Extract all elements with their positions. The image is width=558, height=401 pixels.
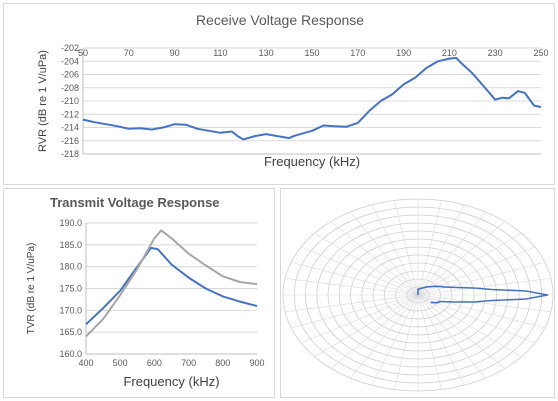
polar-spoke bbox=[285, 278, 419, 296]
polar-spoke bbox=[300, 246, 419, 296]
polar-spoke bbox=[417, 294, 465, 386]
x-axis-label: Frequency (kHz) bbox=[264, 154, 360, 169]
y-tick-label: 190.0 bbox=[59, 218, 82, 228]
y-tick-label: -204 bbox=[61, 56, 79, 66]
y-tick-label: -216 bbox=[61, 136, 79, 146]
x-tick-label: 90 bbox=[170, 48, 180, 58]
polar-spoke bbox=[331, 294, 419, 369]
y-tick-label: 165.0 bbox=[59, 327, 82, 337]
x-tick-label: 130 bbox=[259, 48, 274, 58]
x-tick-label: 170 bbox=[350, 48, 365, 58]
polar-spoke bbox=[314, 233, 419, 296]
series-line-2 bbox=[85, 229, 258, 338]
y-tick-label: 180.0 bbox=[59, 262, 82, 272]
polar-spoke bbox=[394, 294, 419, 390]
polar-spoke bbox=[371, 294, 419, 386]
y-tick-label: 170.0 bbox=[59, 305, 82, 315]
x-tick-label: 70 bbox=[124, 48, 134, 58]
polar-spoke bbox=[350, 211, 419, 296]
polar-spoke bbox=[417, 200, 442, 296]
tvr-chart: Transmit Voltage Response 190.0 185.0 180.0… bbox=[26, 195, 265, 389]
x-tick-label: 210 bbox=[442, 48, 457, 58]
x-tick-label: 700 bbox=[181, 358, 196, 368]
y-axis-label: TVR (dB re 1 V/uPa) bbox=[26, 243, 37, 335]
x-tick-label: 900 bbox=[249, 358, 264, 368]
polar-spoke bbox=[417, 204, 465, 296]
beam-pattern-polar-chart bbox=[282, 198, 554, 392]
y-axis-label: RVR (dB re 1 V/uPa) bbox=[37, 50, 49, 152]
x-tick-label: 250 bbox=[533, 48, 548, 58]
y-tick-label: 160.0 bbox=[59, 349, 82, 359]
polar-spoke bbox=[417, 294, 522, 357]
polar-spoke bbox=[291, 261, 419, 296]
rvr-chart-panel: Receive Voltage Response -202 -204 -206 -208… bbox=[3, 3, 555, 185]
y-tick-label: -210 bbox=[61, 96, 79, 106]
polar-spoke bbox=[417, 294, 505, 369]
polar-spoke bbox=[331, 221, 419, 296]
y-tick-label: -202 bbox=[61, 43, 79, 53]
x-tick-label: 110 bbox=[213, 48, 227, 58]
x-tick-label: 190 bbox=[396, 48, 411, 58]
series-line-1 bbox=[82, 56, 542, 141]
y-tick-label: -218 bbox=[61, 149, 79, 159]
polar-spoke bbox=[417, 294, 551, 312]
x-tick-label: 500 bbox=[113, 358, 128, 368]
y-tick-label: -206 bbox=[61, 70, 79, 80]
polar-spoke bbox=[417, 233, 522, 296]
x-tick-label: 230 bbox=[488, 48, 503, 58]
polar-spoke bbox=[285, 294, 419, 312]
polar-spoke bbox=[371, 204, 419, 296]
rvr-chart: Receive Voltage Response -202 -204 -206 -208… bbox=[37, 12, 549, 169]
y-tick-label: 175.0 bbox=[59, 284, 82, 294]
polar-spoke bbox=[350, 294, 419, 379]
x-axis-label: Frequency (kHz) bbox=[123, 374, 219, 389]
polar-spoke bbox=[417, 278, 551, 296]
chart-title: Receive Voltage Response bbox=[196, 12, 364, 28]
x-tick-label: 600 bbox=[147, 358, 162, 368]
polar-spoke bbox=[291, 294, 419, 329]
polar-chart-panel bbox=[280, 188, 555, 398]
polar-spoke bbox=[417, 221, 505, 296]
polar-spoke bbox=[417, 294, 545, 329]
polar-spoke bbox=[300, 294, 419, 344]
polar-spoke bbox=[417, 211, 486, 296]
y-tick-label: 185.0 bbox=[59, 240, 82, 250]
tvr-chart-panel: Transmit Voltage Response 190.0 185.0 180.0… bbox=[3, 188, 275, 398]
polar-spoke bbox=[417, 261, 545, 296]
polar-series-1 bbox=[417, 285, 549, 304]
chart-title: Transmit Voltage Response bbox=[50, 195, 220, 210]
x-tick-label: 400 bbox=[78, 358, 93, 368]
polar-spoke bbox=[314, 294, 419, 357]
y-tick-label: -212 bbox=[61, 109, 79, 119]
x-tick-label: 800 bbox=[215, 358, 230, 368]
polar-spoke bbox=[417, 294, 486, 379]
polar-spoke bbox=[417, 294, 442, 390]
y-tick-label: -208 bbox=[61, 83, 79, 93]
polar-spoke bbox=[394, 200, 419, 296]
y-tick-label: -214 bbox=[61, 123, 79, 133]
series-line-1 bbox=[85, 246, 258, 326]
x-tick-label: 150 bbox=[304, 48, 319, 58]
